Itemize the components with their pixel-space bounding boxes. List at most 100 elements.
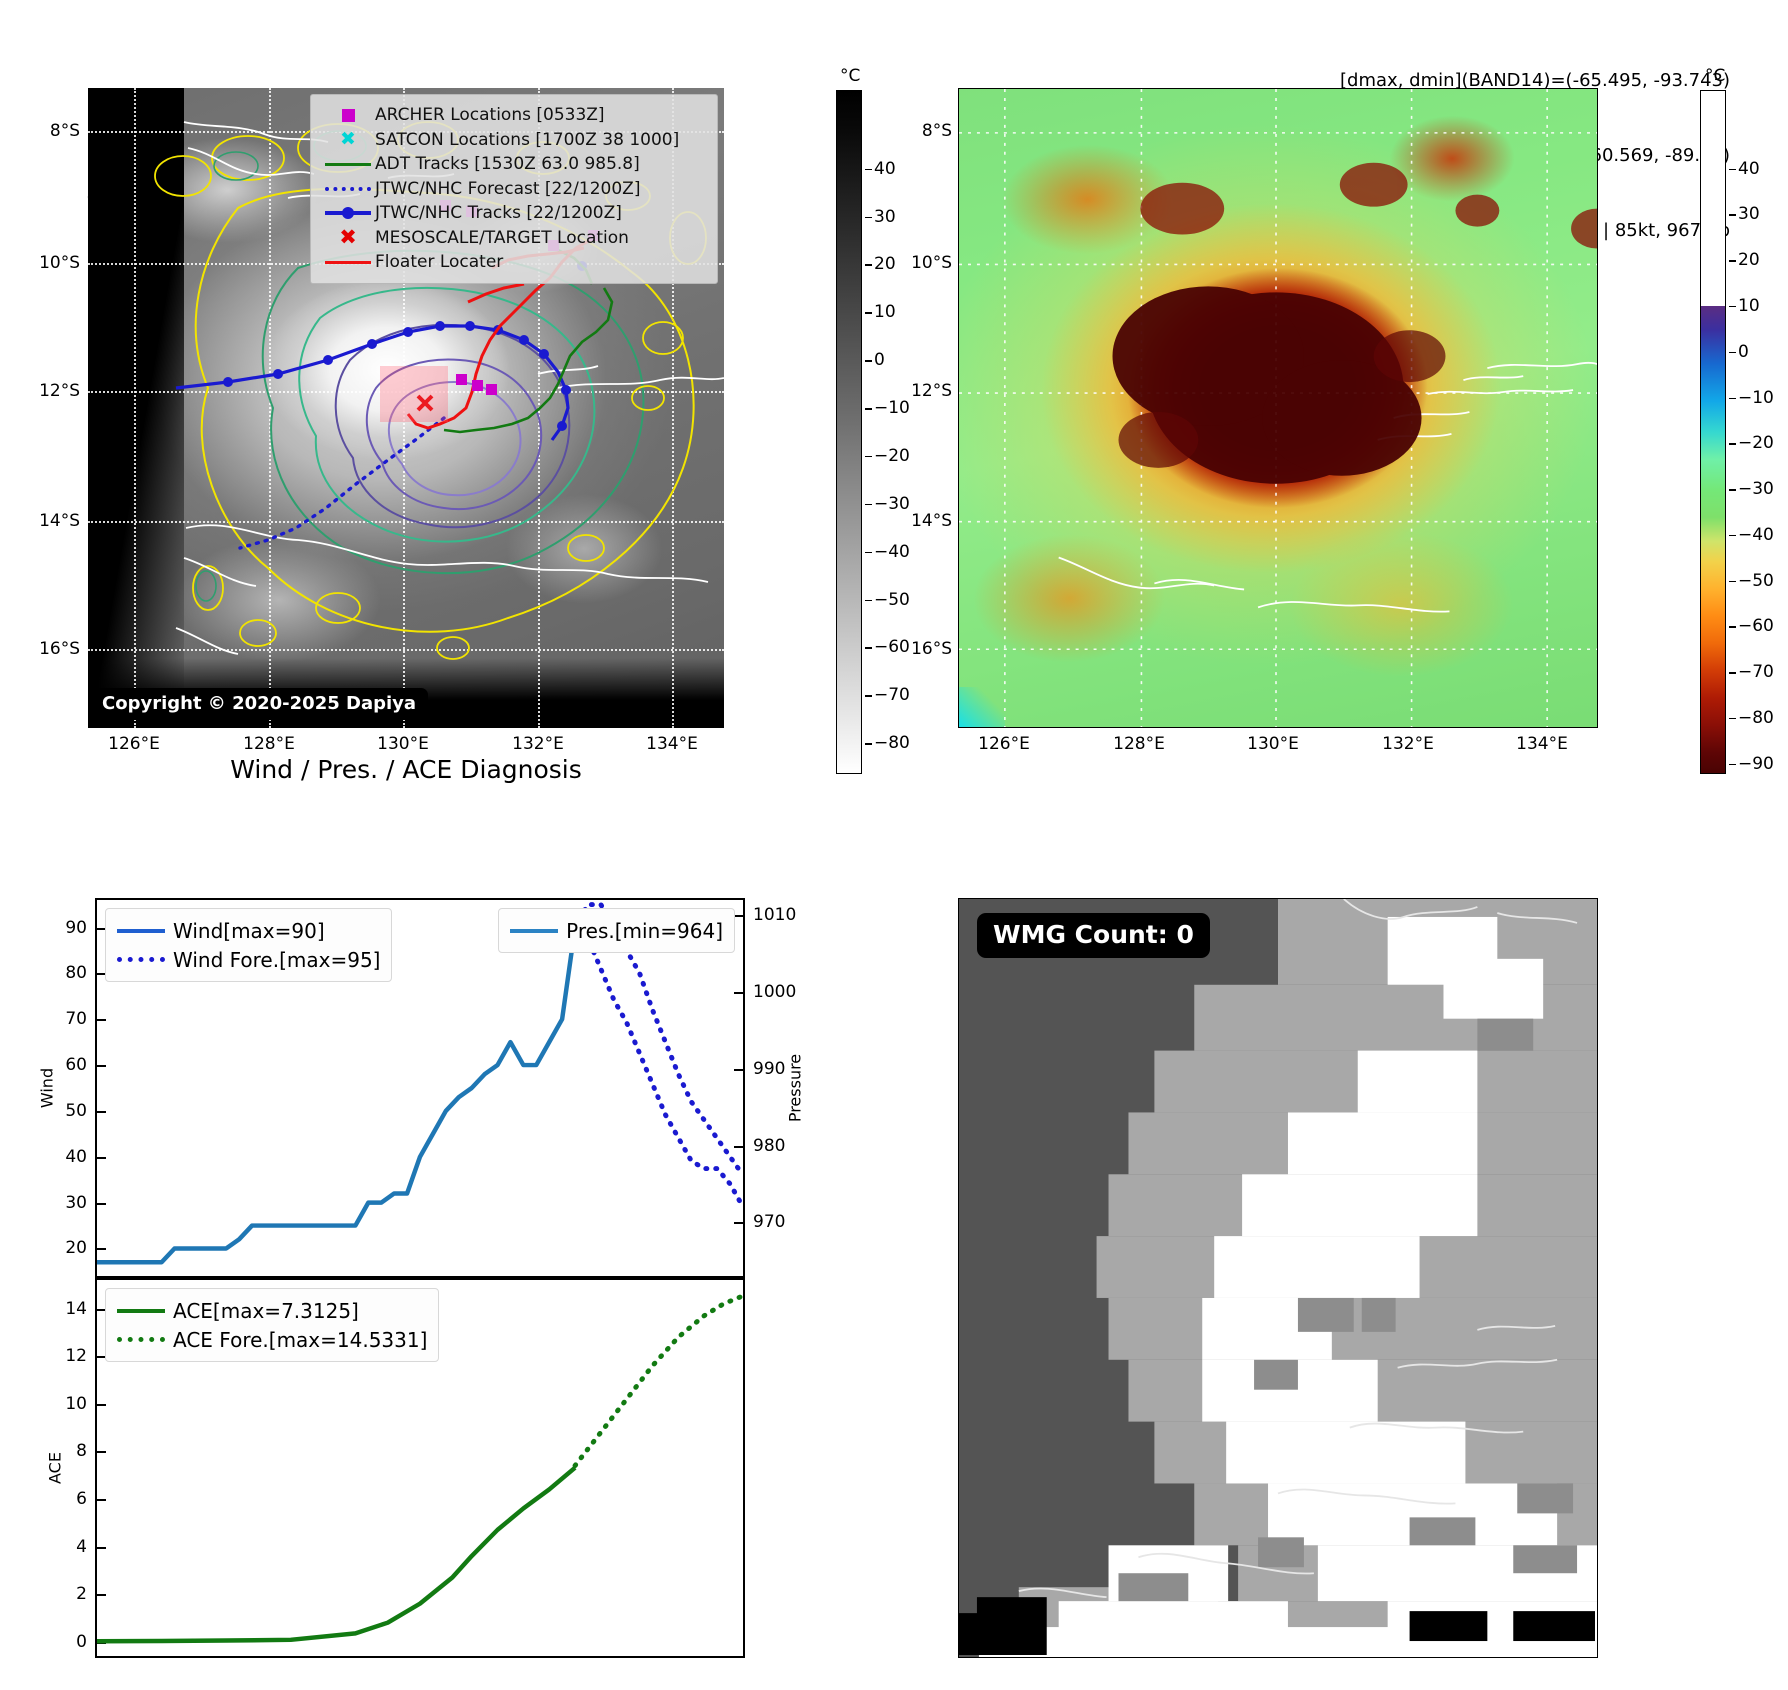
legend-label: ADT Tracks [1530Z 63.0 985.8]: [375, 154, 640, 175]
lon-tick-label: 130°E: [377, 734, 429, 754]
ace-forecast-dotted-line-icon: [117, 1337, 173, 1342]
legend-item-floater-locater[interactable]: Floater Locater: [321, 250, 709, 275]
colorbar-tick: −10: [1729, 387, 1774, 408]
lon-tick-label: 134°E: [1516, 734, 1568, 754]
legend-item-wind[interactable]: Wind[max=90]: [117, 916, 380, 945]
colorbar-tick: −20: [1729, 433, 1774, 454]
legend-label: MESOSCALE/TARGET Location: [375, 227, 629, 248]
magenta-square-marker-icon: [321, 108, 375, 122]
wind-y-tick: 20: [65, 1238, 87, 1259]
ace-y-tick: 0: [76, 1631, 87, 1652]
legend-item-adt-tracks[interactable]: ADT Tracks [1530Z 63.0 985.8]: [321, 152, 709, 177]
cyan-x-marker-icon: ✖: [340, 128, 356, 151]
blue-line-dot-marker-icon: [321, 207, 375, 220]
pressure-y-tick: 1010: [753, 905, 797, 926]
red-x-marker-icon: ✖: [339, 225, 357, 250]
wind-pressure-chart[interactable]: Wind Pressure 20 30 40 50 60 70 80 90 970 980 990…: [38, 898, 804, 1278]
colorbar-tick: −10: [865, 398, 910, 419]
legend-label: Wind[max=90]: [173, 918, 325, 943]
legend-item-archer[interactable]: ARCHER Locations [0533Z]: [321, 103, 709, 128]
lat-tick-label: 10°S: [39, 253, 80, 273]
legend-item-jtwc-forecast[interactable]: JTWC/NHC Forecast [22/1200Z]: [321, 177, 709, 202]
tick-mark: [97, 1019, 106, 1022]
legend-item-satcon[interactable]: ✖ SATCON Locations [1700Z 38 1000]: [321, 128, 709, 153]
lon-tick-label: 128°E: [1113, 734, 1165, 754]
lat-tick-label: 12°S: [911, 381, 952, 401]
ace-y-tick: 12: [65, 1346, 87, 1367]
tick-mark: [734, 992, 743, 995]
legend-item-ace[interactable]: ACE[max=7.3125]: [117, 1296, 427, 1325]
colorbar-tick: 10: [1729, 295, 1760, 316]
himawari-enhanced-ir-map[interactable]: [958, 88, 1598, 728]
legend-item-ace-forecast[interactable]: ACE Fore.[max=14.5331]: [117, 1325, 427, 1354]
pressure-legend: Pres.[min=964]: [498, 908, 735, 953]
wind-forecast-dotted-line-icon: [117, 957, 173, 962]
wind-y-tick: 80: [65, 963, 87, 984]
lon-tick-label: 132°E: [1382, 734, 1434, 754]
colorbar-tick: 30: [865, 206, 896, 227]
legend-item-jtwc-tracks[interactable]: JTWC/NHC Tracks [22/1200Z]: [321, 201, 709, 226]
legend-item-pressure[interactable]: Pres.[min=964]: [510, 916, 723, 945]
lat-tick-label: 14°S: [911, 511, 952, 531]
himawari-band14-grayscale-map[interactable]: Copyright © 2020-2025 Dapiya ARCHER Loca…: [88, 88, 724, 728]
colorbar-tick: 20: [1729, 250, 1760, 271]
tick-mark: [97, 1498, 106, 1501]
wind-y-tick: 90: [65, 917, 87, 938]
colorbar-tick: 0: [865, 350, 885, 371]
tick-mark: [97, 1594, 106, 1597]
colorbar-tick: 10: [865, 302, 896, 323]
tick-mark: [97, 1403, 106, 1406]
colorbar-tick: −50: [1729, 570, 1774, 591]
wind-legend: Wind[max=90] Wind Fore.[max=95]: [105, 908, 393, 982]
top-right-longitude-axis: 126°E 128°E 130°E 132°E 134°E: [958, 734, 1598, 760]
lat-tick-label: 8°S: [49, 121, 80, 141]
ace-y-tick: 8: [76, 1441, 87, 1462]
colorbar-tick: −90: [1729, 753, 1774, 774]
lon-tick-label: 126°E: [978, 734, 1030, 754]
lon-tick-label: 126°E: [108, 734, 160, 754]
wind-y-tick: 50: [65, 1100, 87, 1121]
pressure-axis-label: Pressure: [785, 1053, 805, 1123]
ace-axis-label: ACE: [45, 1452, 65, 1484]
legend-label: Wind Fore.[max=95]: [173, 947, 381, 972]
green-solid-line-icon: [321, 162, 375, 166]
wmg-classification-map[interactable]: WMG Count: 0: [958, 898, 1598, 1658]
colorbar-tick: −70: [1729, 662, 1774, 683]
lat-tick-label: 12°S: [39, 381, 80, 401]
tick-mark: [97, 1248, 106, 1251]
colorbar-unit-label: °C: [1705, 66, 1726, 86]
colorbar-tick: −60: [1729, 616, 1774, 637]
wind-pressure-series: [97, 902, 746, 1265]
wind-axis-label: Wind: [37, 1067, 57, 1109]
legend-item-mesoscale-target[interactable]: ✖ MESOSCALE/TARGET Location: [321, 226, 709, 251]
tick-mark: [97, 1156, 106, 1159]
legend-label: Pres.[min=964]: [566, 918, 723, 943]
ace-legend: ACE[max=7.3125] ACE Fore.[max=14.5331]: [105, 1288, 440, 1362]
pressure-y-tick: 1000: [753, 982, 797, 1003]
tick-mark: [97, 973, 106, 976]
wind-solid-line-icon: [117, 928, 173, 933]
pressure-line-icon: [510, 928, 566, 933]
lon-tick-label: 128°E: [243, 734, 295, 754]
lat-tick-label: 14°S: [39, 511, 80, 531]
tick-mark: [97, 1202, 106, 1205]
legend-label: JTWC/NHC Tracks [22/1200Z]: [375, 203, 622, 224]
ace-solid-line-icon: [117, 1308, 173, 1313]
wmg-count-badge: WMG Count: 0: [977, 913, 1210, 958]
band14-dmax-dmin: [dmax, dmin](BAND14)=(-65.495, -93.743): [1340, 70, 1730, 91]
legend-label: Floater Locater: [375, 252, 504, 273]
tick-mark: [97, 927, 106, 930]
ace-chart[interactable]: ACE 0 2 4 6 8 10 12 14 ACE[max=7.3125] ACE Fore…: [45, 1278, 746, 1658]
legend-label: ACE[max=7.3125]: [173, 1298, 359, 1323]
map-legend: ARCHER Locations [0533Z] ✖ SATCON Locati…: [310, 94, 718, 284]
colorbar-tick: 40: [865, 158, 896, 179]
tick-mark: [97, 1308, 106, 1311]
colorbar-unit-label: °C: [840, 66, 861, 86]
lat-tick-label: 10°S: [911, 253, 952, 273]
blue-dotted-line-icon: [321, 186, 375, 191]
ace-y-tick: 6: [76, 1488, 87, 1509]
tick-mark: [97, 1065, 106, 1068]
colorbar-tick: −40: [1729, 524, 1774, 545]
legend-item-wind-forecast[interactable]: Wind Fore.[max=95]: [117, 945, 380, 974]
legend-label: ARCHER Locations [0533Z]: [375, 105, 605, 126]
